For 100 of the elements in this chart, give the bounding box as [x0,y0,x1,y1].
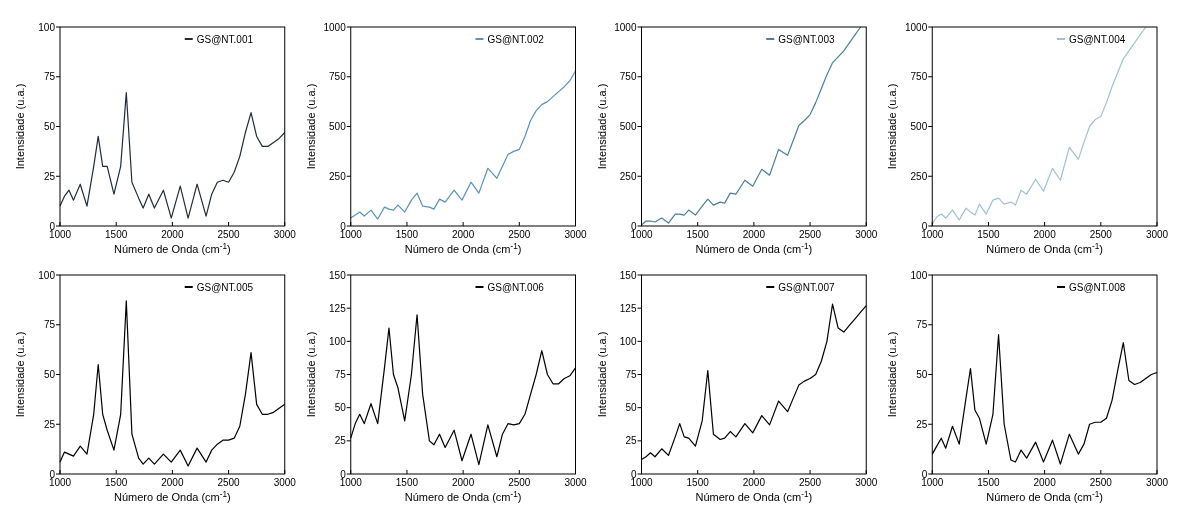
y-tick-label: 750 [619,71,637,83]
y-tick-label: 500 [910,121,928,132]
y-tick-label: 100 [329,335,347,347]
x-tick-label: 2500 [798,477,822,488]
x-tick-label: 2500 [1089,229,1113,240]
legend-label: GS@NT.005 [196,281,254,293]
y-tick-label: 25 [625,435,637,447]
y-tick-label: 150 [619,269,637,281]
y-axis-title: Intensidade (u.a.) [14,331,26,418]
y-tick-label: 0 [630,220,637,232]
x-tick-label: 3000 [855,229,878,240]
y-tick-label: 150 [329,269,347,281]
y-tick-label: 0 [921,468,928,480]
y-tick-label: 250 [329,170,347,182]
x-tick-label: 1500 [686,477,710,488]
line-series [640,26,862,226]
y-tick-label: 125 [329,302,347,314]
y-tick-label: 75 [625,369,637,380]
y-tick-label: 250 [910,170,928,182]
x-tick-label: 2000 [742,229,766,240]
y-tick-label: 50 [916,369,928,380]
line-series [59,92,286,219]
legend-label: GS@NT.001 [196,33,254,45]
y-tick-label: 25 [43,418,56,430]
legend-label: GS@NT.003 [778,33,835,45]
y-tick-label: 250 [619,170,637,182]
legend-label: GS@NT.004 [1069,33,1126,45]
x-tick-label: 2500 [798,229,822,240]
y-tick-label: 125 [619,302,637,314]
x-tick-label: 1500 [686,229,710,240]
x-tick-label: 2000 [161,229,184,240]
y-tick-label: 25 [43,170,56,182]
y-tick-label: 100 [619,335,637,347]
legend-label: GS@NT.008 [1069,281,1126,293]
x-tick-label: 3000 [273,229,297,240]
y-tick-label: 0 [630,468,637,480]
y-tick-label: 25 [916,418,928,430]
y-tick-label: 100 [910,269,928,281]
x-tick-label: 2500 [217,229,241,240]
y-tick-label: 0 [340,468,347,480]
x-axis-title: Número de Onda (cm$^{-1}$) [404,489,522,503]
x-tick-label: 2500 [217,477,241,488]
y-tick-label: 50 [334,402,347,414]
y-tick-label: 0 [49,220,56,232]
x-axis-title: Número de Onda (cm$^{-1}$) [404,241,522,255]
y-tick-label: 500 [329,121,347,132]
x-tick-label: 2000 [452,477,475,488]
x-tick-label: 1500 [105,229,128,240]
y-tick-label: 75 [916,319,928,331]
y-tick-label: 750 [910,71,928,83]
y-tick-label: 100 [38,21,56,33]
y-tick-label: 1000 [323,21,347,33]
y-tick-label: 1000 [614,21,637,33]
x-tick-label: 1500 [395,229,419,240]
x-tick-label: 3000 [1145,229,1169,240]
y-tick-label: 750 [329,71,347,83]
y-tick-label: 75 [43,319,56,331]
line-series [350,70,577,220]
x-axis-title: Número de Onda (cm$^{-1}$) [113,241,231,255]
y-tick-label: 100 [38,269,56,281]
x-tick-label: 3000 [1145,477,1169,488]
x-axis-title: Número de Onda (cm$^{-1}$) [113,489,231,503]
line-series [931,26,1147,225]
y-tick-label: 0 [340,220,347,232]
y-tick-label: 0 [49,468,56,480]
x-tick-label: 2000 [452,229,475,240]
y-axis-title: Intensidade (u.a.) [886,331,899,418]
y-axis-title: Intensidade (u.a.) [14,83,26,170]
y-tick-label: 500 [619,121,637,132]
y-axis-title: Intensidade (u.a.) [886,83,899,170]
y-tick-label: 50 [625,402,637,414]
x-tick-label: 3000 [273,477,297,488]
x-tick-label: 2000 [1033,477,1057,488]
x-axis-title: Número de Onda (cm$^{-1}$) [986,489,1104,503]
x-tick-label: 2500 [1089,477,1113,488]
y-tick-label: 75 [334,369,347,380]
y-tick-label: 25 [334,435,347,447]
x-tick-label: 2000 [161,477,184,488]
y-tick-label: 50 [43,121,56,132]
x-axis-title: Número de Onda (cm$^{-1}$) [695,241,813,255]
y-axis-title: Intensidade (u.a.) [304,331,317,418]
y-tick-label: 0 [921,220,928,232]
x-axis-title: Número de Onda (cm$^{-1}$) [695,489,813,503]
y-axis-title: Intensidade (u.a.) [304,83,317,170]
x-tick-label: 3000 [855,477,878,488]
y-tick-label: 1000 [905,21,928,33]
legend-label: GS@NT.007 [778,281,835,293]
legend-label: GS@NT.002 [487,33,545,45]
x-tick-label: 1500 [977,229,1000,240]
legend-label: GS@NT.006 [487,281,545,293]
x-tick-label: 1500 [977,477,1000,488]
y-tick-label: 50 [43,369,56,380]
y-axis-title: Intensidade (u.a.) [595,331,608,418]
x-tick-label: 2000 [1033,229,1057,240]
x-tick-label: 3000 [564,229,588,240]
y-tick-label: 75 [43,71,56,83]
x-tick-label: 2500 [508,229,531,240]
x-tick-label: 2500 [508,477,531,488]
x-tick-label: 1500 [395,477,419,488]
x-axis-title: Número de Onda (cm$^{-1}$) [986,241,1104,255]
